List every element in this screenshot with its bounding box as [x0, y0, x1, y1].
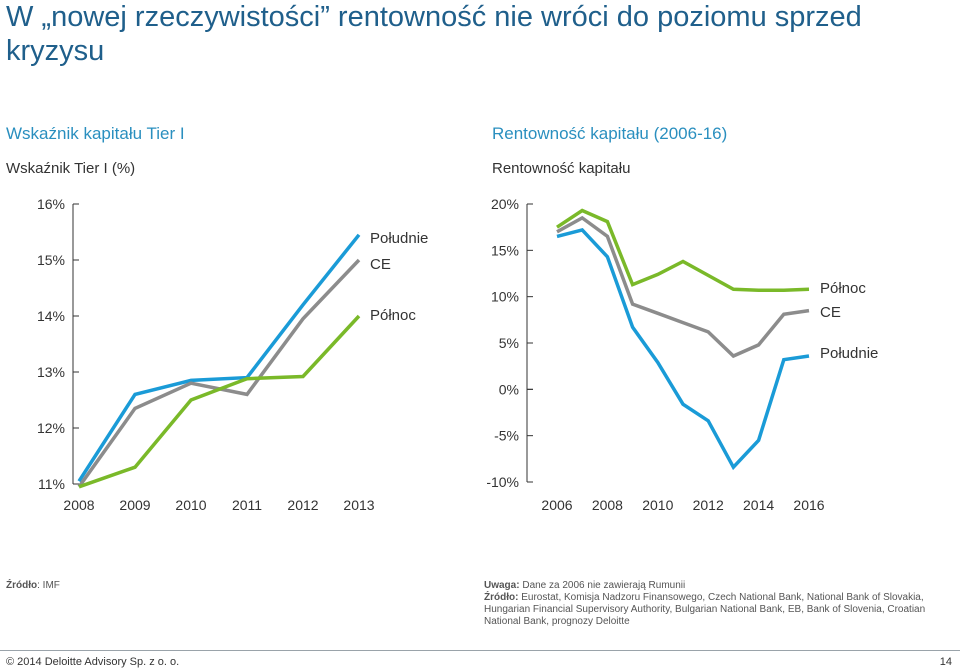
footer-divider	[0, 650, 960, 651]
legend-label: CE	[820, 304, 841, 321]
y-tick-label: -10%	[486, 474, 519, 490]
right-note-text: Dane za 2006 nie zawierają Rumunii	[519, 580, 686, 591]
x-tick-label: 2008	[592, 497, 623, 513]
x-tick-label: 2013	[343, 497, 374, 513]
y-tick-label: 20%	[491, 196, 519, 212]
right-chart-heading: Rentowność kapitału (2006-16)	[492, 124, 728, 143]
y-tick-label: 13%	[37, 364, 65, 380]
series-line-pnoc	[78, 314, 361, 489]
x-tick-label: 2012	[693, 497, 724, 513]
y-tick-label: 10%	[491, 289, 519, 305]
right-note-label: Uwaga:	[484, 580, 520, 591]
footer-copyright: © 2014 Deloitte Advisory Sp. z o. o.	[6, 656, 180, 668]
legend-label: Północ	[370, 307, 416, 324]
x-tick-label: 2010	[642, 497, 673, 513]
y-tick-label: -5%	[494, 428, 519, 444]
legend-label: Północ	[820, 280, 866, 297]
series-line-pnoc	[556, 208, 810, 292]
page-number: 14	[939, 656, 952, 668]
y-tick-label: 16%	[37, 196, 65, 212]
x-tick-label: 2006	[541, 497, 572, 513]
legend-label: Południe	[370, 230, 428, 247]
charts-canvas: 16%15%14%13%12%11%2008 2009 2010 2011 2012 20…	[37, 196, 878, 513]
x-tick-label: 2016	[793, 497, 824, 513]
page-title: W „nowej rzeczywistości” rentowność nie …	[6, 1, 862, 67]
y-tick-label: 5%	[499, 335, 519, 351]
y-tick-label: 0%	[499, 381, 519, 397]
y-tick-label: 15%	[491, 242, 519, 258]
roe-chart: 20% 15% 10% 5% 0% -5% -10% 2006 2008 2010 2012 2014…	[486, 196, 878, 513]
left-source-note: Źródło: IMF	[6, 580, 60, 591]
y-tick-label: 14%	[37, 308, 65, 324]
series-line-ce	[556, 215, 810, 359]
left-source-label: Źródło	[6, 580, 38, 591]
tier1-chart: 16% 15% 14% 13% 12% 11% 2008 2009 2010 2011 2012 20…	[37, 196, 428, 513]
series-line-ce	[77, 258, 361, 488]
y-tick-label: 11%	[38, 476, 65, 492]
x-tick-label: 2009	[119, 497, 150, 513]
left-chart-subheading: Wskaźnik Tier I (%)	[6, 160, 136, 177]
x-tick-label: 2010	[175, 497, 206, 513]
right-chart-subheading: Rentowność kapitału	[492, 160, 631, 177]
right-source-line: Źródło: Eurostat, Komisja Nadzoru Finans…	[484, 592, 949, 628]
left-source-text: : IMF	[37, 580, 60, 591]
left-chart-heading: Wskaźnik kapitału Tier I	[6, 124, 185, 143]
right-note-line: Uwaga: Dane za 2006 nie zawierają Rumuni…	[484, 580, 949, 592]
x-tick-label: 2011	[232, 497, 262, 513]
x-tick-label: 2014	[743, 497, 774, 513]
right-source-text: Eurostat, Komisja Nadzoru Finansowego, C…	[484, 592, 926, 627]
x-tick-label: 2008	[63, 497, 94, 513]
right-source-label: Źródło:	[484, 592, 519, 603]
legend-label: Południe	[820, 345, 878, 362]
y-tick-label: 12%	[37, 420, 65, 436]
y-tick-label: 15%	[37, 252, 65, 268]
x-tick-label: 2012	[287, 497, 318, 513]
series-line-poudnie	[556, 227, 810, 471]
legend-label: CE	[370, 256, 391, 273]
right-notes: Uwaga: Dane za 2006 nie zawierają Rumuni…	[484, 580, 949, 628]
series-line-poudnie	[77, 233, 361, 483]
